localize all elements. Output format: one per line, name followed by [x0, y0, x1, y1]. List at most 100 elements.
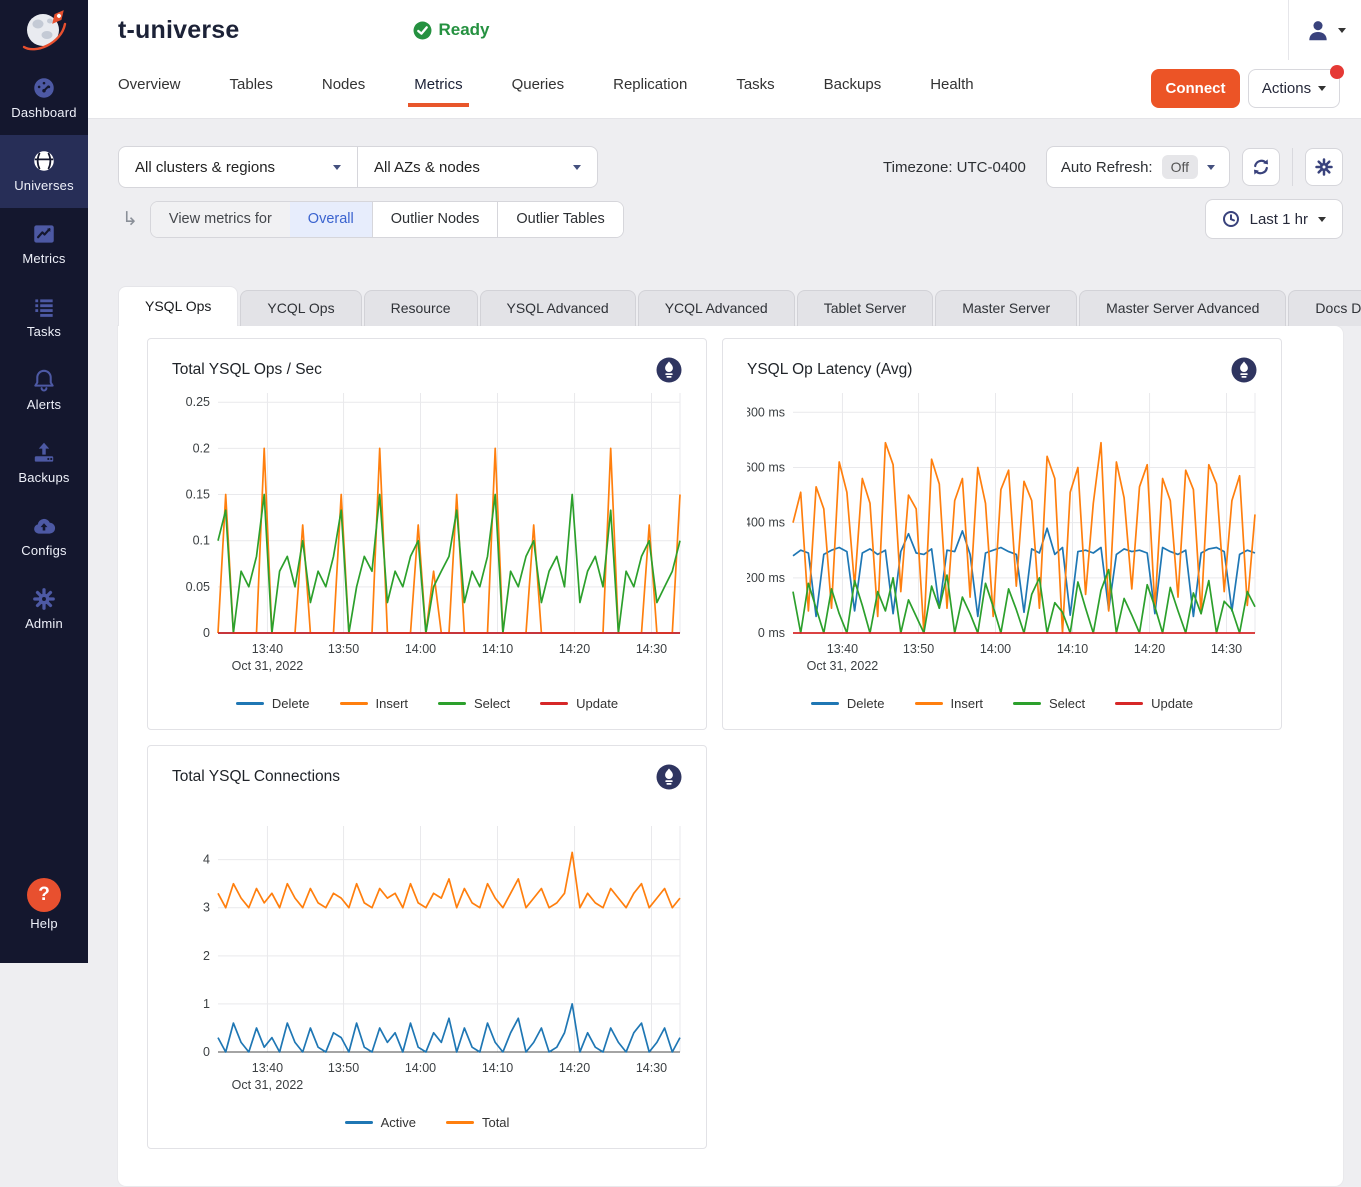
- prometheus-link-icon[interactable]: [656, 764, 682, 790]
- dashboard-gauge-icon: [0, 75, 88, 101]
- legend-item-insert[interactable]: Insert: [915, 696, 984, 711]
- sidebar-item-help[interactable]: ? Help: [27, 878, 61, 931]
- svg-text:13:40: 13:40: [827, 642, 858, 656]
- azs-nodes-value: All AZs & nodes: [374, 159, 480, 176]
- svg-text:14:20: 14:20: [559, 1061, 590, 1075]
- tab-tables[interactable]: Tables: [230, 76, 273, 107]
- main-area: t-universe Ready OverviewTablesNodesMetr…: [88, 0, 1361, 1187]
- tab-health[interactable]: Health: [930, 76, 973, 107]
- sidebar-item-label: Alerts: [0, 397, 88, 412]
- legend-item-delete[interactable]: Delete: [236, 696, 310, 711]
- help-question-icon: ?: [27, 878, 61, 912]
- svg-text:1: 1: [203, 997, 210, 1011]
- azs-nodes-dropdown[interactable]: All AZs & nodes: [357, 147, 597, 187]
- chart-plot[interactable]: 00.050.10.150.20.2513:40Oct 31, 202213:5…: [172, 383, 684, 683]
- svg-text:0.25: 0.25: [186, 395, 210, 409]
- view-tab-outlier-nodes[interactable]: Outlier Nodes: [372, 202, 498, 237]
- backups-upload-icon: [0, 440, 88, 466]
- tab-tasks[interactable]: Tasks: [736, 76, 774, 107]
- view-tab-outlier-tables[interactable]: Outlier Tables: [497, 202, 622, 237]
- svg-text:13:40: 13:40: [252, 1061, 283, 1075]
- svg-text:14:20: 14:20: [1134, 642, 1165, 656]
- sidebar-item-dashboard[interactable]: Dashboard: [0, 62, 88, 135]
- chart-plot[interactable]: 0123413:40Oct 31, 202213:5014:0014:1014:…: [172, 790, 684, 1102]
- prometheus-link-icon[interactable]: [1231, 357, 1257, 383]
- svg-text:13:40: 13:40: [252, 642, 283, 656]
- svg-text:14:00: 14:00: [405, 642, 436, 656]
- svg-text:0: 0: [203, 1045, 210, 1059]
- view-tab-overall[interactable]: Overall: [290, 202, 372, 237]
- legend-swatch: [236, 702, 264, 705]
- header: t-universe Ready OverviewTablesNodesMetr…: [88, 0, 1361, 119]
- metric-tab-ysql-ops[interactable]: YSQL Ops: [118, 286, 238, 326]
- legend-swatch: [540, 702, 568, 705]
- metric-tab-ysql-advanced[interactable]: YSQL Advanced: [480, 290, 636, 326]
- azs-caret-icon: [573, 165, 581, 170]
- sidebar-item-admin[interactable]: Admin: [0, 573, 88, 646]
- metric-tab-master-server[interactable]: Master Server: [935, 290, 1077, 326]
- sidebar-item-universes[interactable]: Universes: [0, 135, 88, 208]
- chart-plot[interactable]: 0 ms200 ms400 ms600 ms800 ms13:40Oct 31,…: [747, 383, 1259, 683]
- yugabyte-rocket-logo[interactable]: [0, 0, 88, 62]
- return-arrow-icon: ↳: [122, 208, 138, 231]
- connect-button[interactable]: Connect: [1151, 69, 1240, 108]
- svg-text:14:30: 14:30: [636, 642, 667, 656]
- refresh-button[interactable]: [1242, 148, 1280, 186]
- metric-tab-master-server-advanced[interactable]: Master Server Advanced: [1079, 290, 1286, 326]
- legend-item-delete[interactable]: Delete: [811, 696, 885, 711]
- sidebar-item-label: Universes: [0, 178, 88, 193]
- tab-replication[interactable]: Replication: [613, 76, 687, 107]
- svg-text:14:20: 14:20: [559, 642, 590, 656]
- status-label: Ready: [438, 20, 489, 40]
- user-menu[interactable]: [1288, 0, 1361, 60]
- tab-metrics[interactable]: Metrics: [414, 76, 462, 107]
- legend-item-active[interactable]: Active: [345, 1115, 416, 1130]
- time-range-caret-icon: [1318, 217, 1326, 222]
- sidebar-item-label: Dashboard: [0, 105, 88, 120]
- svg-text:14:00: 14:00: [405, 1061, 436, 1075]
- legend-item-select[interactable]: Select: [1013, 696, 1085, 711]
- svg-text:14:10: 14:10: [482, 1061, 513, 1075]
- svg-text:14:10: 14:10: [482, 642, 513, 656]
- svg-text:600 ms: 600 ms: [747, 460, 785, 474]
- sidebar-item-alerts[interactable]: Alerts: [0, 354, 88, 427]
- metric-tab-resource[interactable]: Resource: [364, 290, 478, 326]
- time-range-dropdown[interactable]: Last 1 hr: [1205, 199, 1343, 239]
- auto-refresh-dropdown[interactable]: Auto Refresh: Off: [1046, 146, 1230, 188]
- legend-item-insert[interactable]: Insert: [340, 696, 409, 711]
- chart-card-ysql-op-latency-avg-: YSQL Op Latency (Avg)0 ms200 ms400 ms600…: [722, 338, 1282, 730]
- legend-swatch: [438, 702, 466, 705]
- view-metrics-for-label: View metrics for: [151, 202, 290, 237]
- metric-tab-tablet-server[interactable]: Tablet Server: [797, 290, 933, 326]
- clusters-regions-dropdown[interactable]: All clusters & regions: [119, 147, 357, 187]
- charts-panel: Total YSQL Ops / Sec00.050.10.150.20.251…: [118, 326, 1343, 1186]
- prometheus-link-icon[interactable]: [656, 357, 682, 383]
- clusters-regions-value: All clusters & regions: [135, 159, 275, 176]
- auto-refresh-label: Auto Refresh:: [1061, 159, 1153, 176]
- tab-backups[interactable]: Backups: [824, 76, 882, 107]
- tab-queries[interactable]: Queries: [512, 76, 565, 107]
- svg-text:0.2: 0.2: [193, 441, 210, 455]
- legend-item-total[interactable]: Total: [446, 1115, 509, 1130]
- svg-text:3: 3: [203, 901, 210, 915]
- tab-nodes[interactable]: Nodes: [322, 76, 365, 107]
- metric-tab-ycql-advanced[interactable]: YCQL Advanced: [638, 290, 795, 326]
- svg-text:400 ms: 400 ms: [747, 516, 785, 530]
- sidebar-item-backups[interactable]: Backups: [0, 427, 88, 500]
- metric-tab-docs-db[interactable]: Docs DB: [1288, 290, 1361, 326]
- settings-button[interactable]: [1305, 148, 1343, 186]
- metric-tab-ycql-ops[interactable]: YCQL Ops: [240, 290, 361, 326]
- sidebar-item-metrics[interactable]: Metrics: [0, 208, 88, 281]
- sidebar-item-configs[interactable]: Configs: [0, 500, 88, 573]
- svg-text:14:30: 14:30: [636, 1061, 667, 1075]
- tab-overview[interactable]: Overview: [118, 76, 181, 107]
- timezone-label: Timezone: UTC-0400: [883, 159, 1026, 176]
- sidebar-item-tasks[interactable]: Tasks: [0, 281, 88, 354]
- legend-item-update[interactable]: Update: [540, 696, 618, 711]
- gear-icon: [1314, 157, 1334, 177]
- legend-swatch: [345, 1121, 373, 1124]
- actions-button[interactable]: Actions: [1248, 69, 1340, 108]
- legend-item-update[interactable]: Update: [1115, 696, 1193, 711]
- legend-item-select[interactable]: Select: [438, 696, 510, 711]
- charts-grid: Total YSQL Ops / Sec00.050.10.150.20.251…: [147, 338, 1343, 1149]
